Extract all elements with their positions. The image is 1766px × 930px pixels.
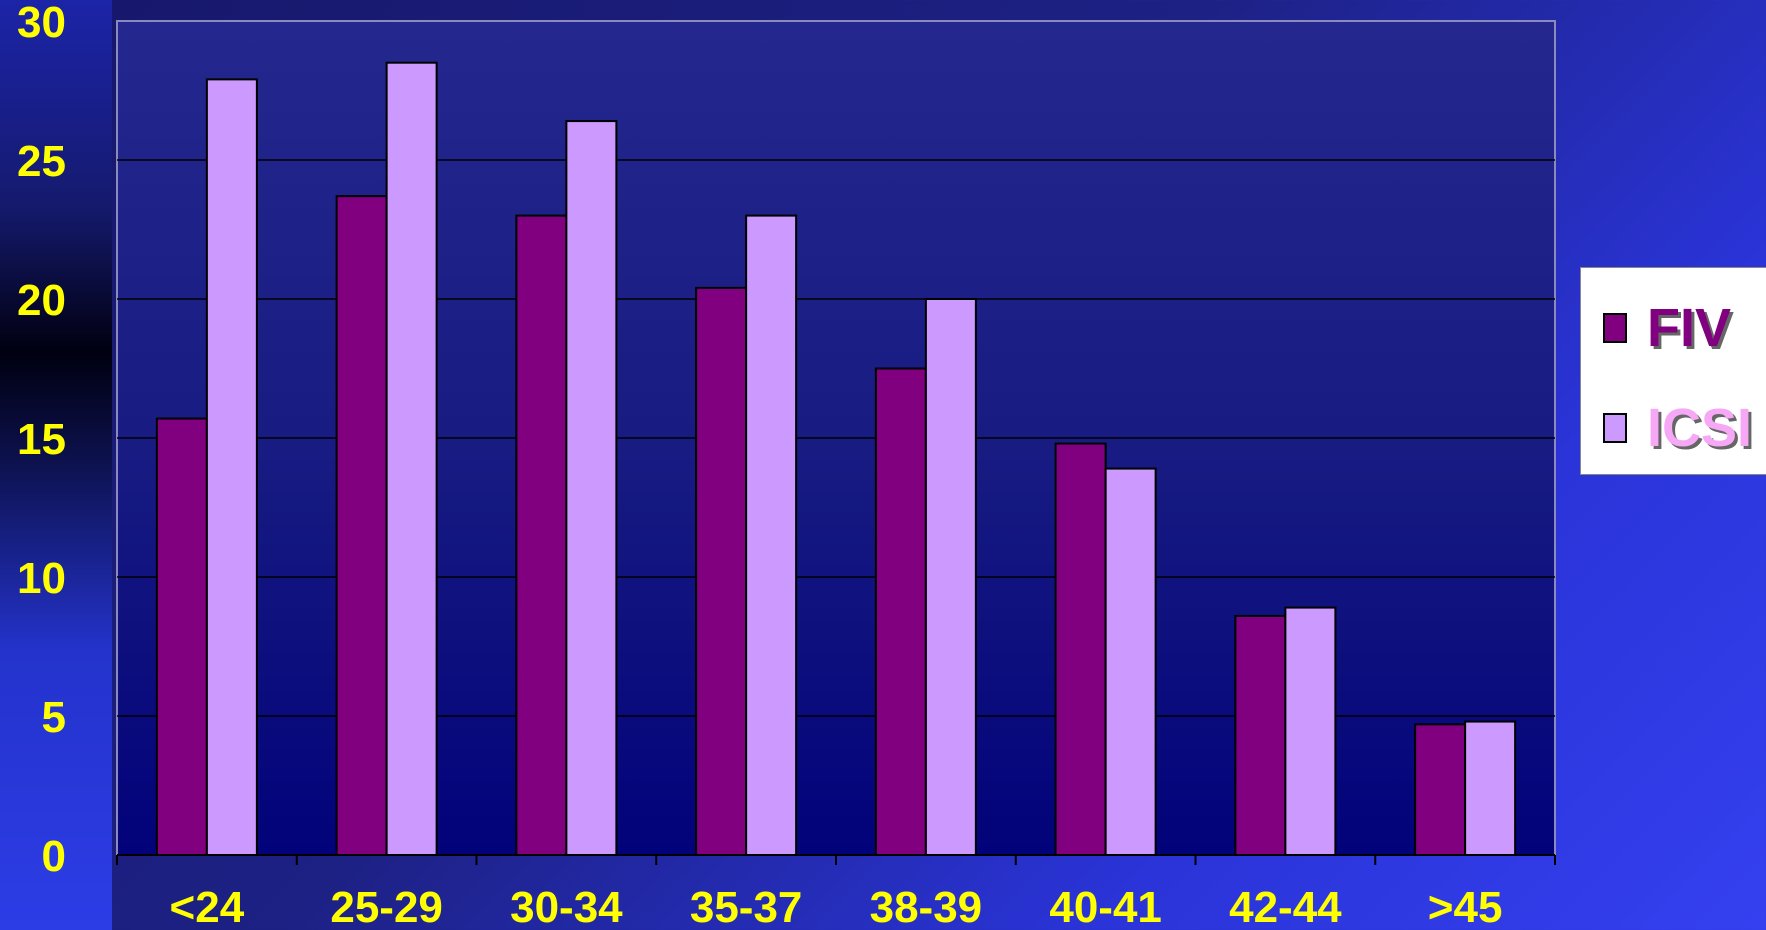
y-tick-labels: 0 5 10 15 20 25 30 <box>17 0 66 881</box>
bar-icsi-0 <box>205 78 258 856</box>
bar-fiv-6 <box>1234 614 1287 856</box>
bar-fiv-2 <box>515 214 568 857</box>
bars <box>155 61 1517 857</box>
bar-icsi-3 <box>745 214 798 857</box>
x-tick-label: <24 <box>170 883 245 930</box>
legend-label-fiv: FIV <box>1647 298 1732 358</box>
x-tick-labels: <24 25-29 30-34 35-37 38-39 40-41 42-44 >45 <box>116 855 1556 930</box>
bar-fiv-5 <box>1054 442 1107 856</box>
bar-fiv-4 <box>874 367 927 856</box>
y-tick-label: 25 <box>17 137 66 186</box>
x-tick-label: 25-29 <box>330 883 443 930</box>
y-tick-label: 10 <box>17 554 66 603</box>
bar-fiv-7 <box>1414 723 1467 857</box>
legend-item-fiv: FIV <box>1603 298 1731 358</box>
bar-icsi-4 <box>924 298 977 856</box>
x-tick-label: 30-34 <box>510 883 623 930</box>
y-tick-label: 30 <box>17 0 66 47</box>
y-tick-label: 15 <box>17 415 66 464</box>
left-background-strip <box>0 0 112 930</box>
x-tick-label: 35-37 <box>690 883 803 930</box>
legend-swatch-icsi <box>1603 413 1627 443</box>
bar-fiv-0 <box>155 417 208 856</box>
bar-icsi-1 <box>385 61 438 856</box>
bar-icsi-2 <box>565 120 618 856</box>
x-tick-label: 42-44 <box>1229 883 1342 930</box>
x-tick-label: >45 <box>1428 883 1503 930</box>
legend-swatch-fiv <box>1603 313 1627 343</box>
y-tick-label: 5 <box>42 693 66 742</box>
y-tick-label: 0 <box>42 832 66 881</box>
bar-icsi-7 <box>1464 720 1517 856</box>
y-tick-label: 20 <box>17 276 66 325</box>
bar-fiv-1 <box>335 195 388 856</box>
legend-item-icsi: ICSI <box>1603 398 1752 458</box>
x-tick-label: 40-41 <box>1049 883 1162 930</box>
bar-icsi-5 <box>1104 467 1157 856</box>
bar-fiv-3 <box>695 286 748 856</box>
legend: FIV ICSI <box>1580 267 1766 475</box>
legend-label-icsi: ICSI <box>1647 398 1753 458</box>
x-tick-label: 38-39 <box>870 883 983 930</box>
bar-icsi-6 <box>1284 606 1337 857</box>
